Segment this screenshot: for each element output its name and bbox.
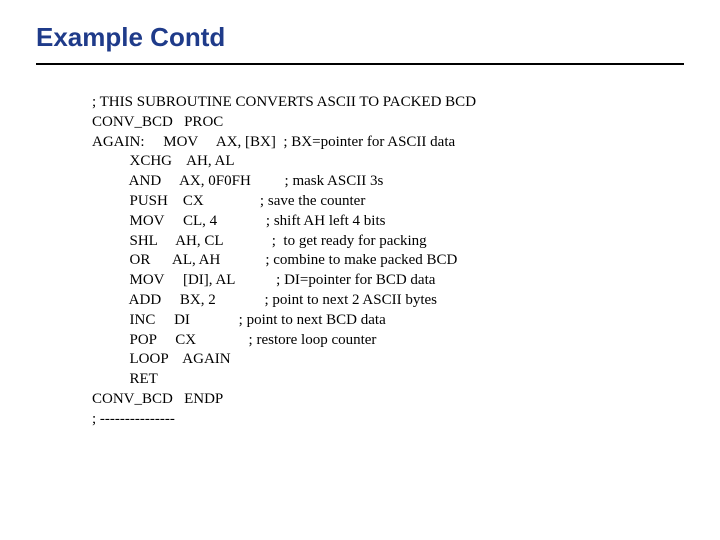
- code-line: CONV_BCD ENDP: [92, 391, 223, 407]
- code-line: RET: [92, 371, 158, 387]
- slide-title: Example Contd: [36, 22, 684, 53]
- code-line: MOV [DI], AL ; DI=pointer for BCD data: [92, 272, 435, 288]
- code-line: ; THIS SUBROUTINE CONVERTS ASCII TO PACK…: [92, 94, 476, 110]
- title-underline: [36, 63, 684, 65]
- code-line: MOV CL, 4 ; shift AH left 4 bits: [92, 213, 385, 229]
- code-line: INC DI ; point to next BCD data: [92, 312, 386, 328]
- code-line: AGAIN: MOV AX, [BX] ; BX=pointer for ASC…: [92, 134, 455, 150]
- code-line: CONV_BCD PROC: [92, 114, 223, 130]
- code-line: ; ---------------: [92, 411, 175, 427]
- code-line: PUSH CX ; save the counter: [92, 193, 365, 209]
- code-line: AND AX, 0F0FH ; mask ASCII 3s: [92, 173, 383, 189]
- assembly-code-block: ; THIS SUBROUTINE CONVERTS ASCII TO PACK…: [92, 93, 684, 430]
- code-line: ADD BX, 2 ; point to next 2 ASCII bytes: [92, 292, 437, 308]
- code-line: LOOP AGAIN: [92, 351, 231, 367]
- slide: Example Contd ; THIS SUBROUTINE CONVERTS…: [0, 0, 720, 540]
- code-line: OR AL, AH ; combine to make packed BCD: [92, 252, 457, 268]
- code-line: XCHG AH, AL: [92, 153, 235, 169]
- code-line: POP CX ; restore loop counter: [92, 332, 376, 348]
- code-line: SHL AH, CL ; to get ready for packing: [92, 233, 427, 249]
